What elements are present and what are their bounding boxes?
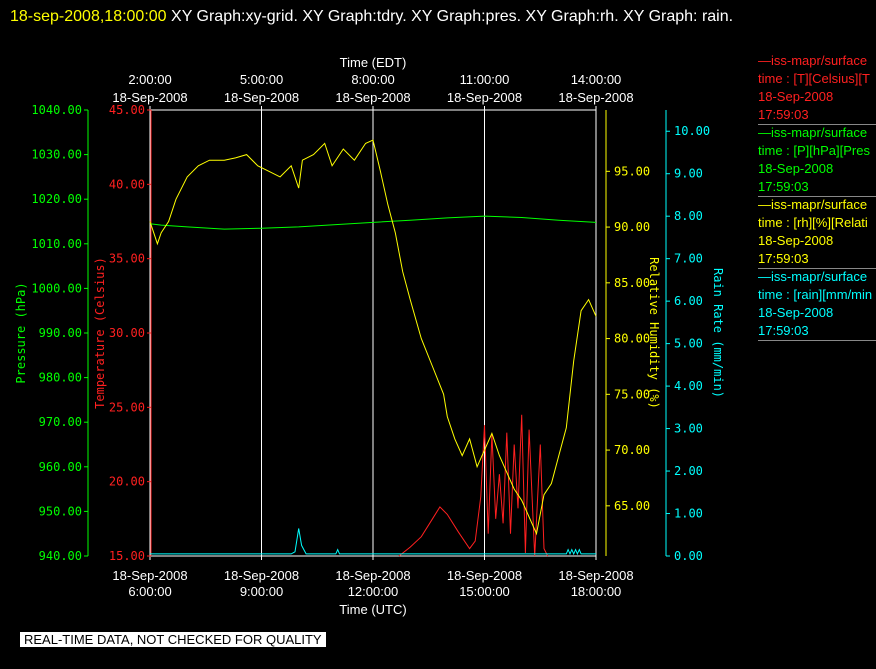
series-line-rh [149, 139, 597, 536]
bottom-tick-date-3: 18-Sep-2008 [447, 568, 522, 583]
legend-line: time : [T][Celsius][T [758, 71, 870, 86]
top-tick-time-2: 8:00:00 [351, 72, 394, 87]
temp-axis-title: Temperature (Celsius) [93, 257, 107, 409]
bottom-tick-date-0: 18-Sep-2008 [112, 568, 187, 583]
top-tick-time-0: 2:00:00 [128, 72, 171, 87]
legend-entry: —iss-mapr/surface time : [rain][mm/min 18-… [758, 268, 876, 341]
temp-tick-label-4: 35.00 [109, 252, 145, 266]
pres-tick-label-0: 940.00 [39, 549, 82, 563]
rh-tick-label-0: 65.00 [614, 499, 650, 513]
legend-line: 18-Sep-2008 [758, 89, 834, 104]
rain-tick-label-8: 8.00 [674, 209, 703, 223]
top-tick-date-3: 18-Sep-2008 [447, 90, 522, 105]
pres-tick-label-4: 980.00 [39, 371, 82, 385]
top-tick-time-1: 5:00:00 [240, 72, 283, 87]
rain-tick-label-5: 5.00 [674, 337, 703, 351]
legend-line: —iss-mapr/surface [758, 53, 868, 68]
top-tick-time-4: 14:00:00 [571, 72, 622, 87]
legend-line: 18-Sep-2008 [758, 233, 834, 248]
rain-tick-label-3: 3.00 [674, 422, 703, 436]
rh-tick-label-6: 95.00 [614, 164, 650, 178]
rh-tick-label-3: 80.00 [614, 332, 650, 346]
bottom-tick-date-2: 18-Sep-2008 [335, 568, 410, 583]
chart-header: 18-sep-2008,18:00:00 XY Graph:xy-grid. X… [10, 2, 872, 32]
bottom-tick-time-4: 18:00:00 [571, 584, 622, 599]
pres-tick-label-10: 1040.00 [31, 103, 82, 117]
legend-entry: —iss-mapr/surface time : [P][hPa][Pres 18-… [758, 124, 876, 197]
bottom-tick-time-1: 9:00:00 [240, 584, 283, 599]
rain-axis-title: Rain Rate (mm/min) [711, 268, 725, 398]
bottom-tick-date-1: 18-Sep-2008 [224, 568, 299, 583]
rain-tick-label-6: 6.00 [674, 294, 703, 308]
pres-tick-label-5: 990.00 [39, 326, 82, 340]
top-tick-time-3: 11:00:00 [460, 72, 510, 87]
rh-tick-label-2: 75.00 [614, 387, 650, 401]
rain-tick-label-9: 9.00 [674, 167, 703, 181]
rain-tick-label-0: 0.00 [674, 549, 703, 563]
pres-tick-label-6: 1000.00 [31, 281, 82, 295]
header-title: XY Graph:xy-grid. XY Graph:tdry. XY Grap… [166, 8, 734, 25]
legend-line: time : [P][hPa][Pres [758, 143, 870, 158]
rh-tick-label-1: 70.00 [614, 443, 650, 457]
legend-line: 17:59:03 [758, 250, 876, 269]
pres-tick-label-3: 970.00 [39, 415, 82, 429]
legend-entry: —iss-mapr/surface time : [rh][%][Relati 18… [758, 196, 876, 269]
temp-tick-label-1: 20.00 [109, 475, 145, 489]
pres-axis-title: Pressure (hPa) [14, 282, 28, 383]
top-tick-date-0: 18-Sep-2008 [112, 90, 187, 105]
pres-tick-label-2: 960.00 [39, 460, 82, 474]
temp-tick-label-6: 45.00 [109, 103, 145, 117]
rain-tick-label-4: 4.00 [674, 379, 703, 393]
rain-tick-label-10: 10.00 [674, 124, 710, 138]
legend-line: 17:59:03 [758, 178, 876, 197]
pres-tick-label-7: 1010.00 [31, 237, 82, 251]
bottom-tick-time-3: 15:00:00 [459, 584, 510, 599]
legend-line: —iss-mapr/surface [758, 197, 868, 212]
bottom-tick-time-2: 12:00:00 [348, 584, 399, 599]
legend-entry: —iss-mapr/surface time : [T][Celsius][T 18… [758, 52, 876, 125]
legend-line: —iss-mapr/surface [758, 269, 868, 284]
temp-tick-label-0: 15.00 [109, 549, 145, 563]
temp-tick-label-5: 40.00 [109, 177, 145, 191]
rain-tick-label-2: 2.00 [674, 464, 703, 478]
bottom-tick-time-0: 6:00:00 [128, 584, 171, 599]
quality-notice: REAL-TIME DATA, NOT CHECKED FOR QUALITY [20, 632, 326, 647]
header-timestamp: 18-sep-2008,18:00:00 [10, 8, 167, 25]
x-axis-label-top: Time (EDT) [340, 55, 407, 70]
series-line-pres [149, 215, 597, 230]
temp-tick-label-2: 25.00 [109, 400, 145, 414]
pres-tick-label-9: 1030.00 [31, 148, 82, 162]
legend-line: 18-Sep-2008 [758, 161, 834, 176]
temp-tick-label-3: 30.00 [109, 326, 145, 340]
series-line-temp [398, 414, 549, 557]
top-tick-date-4: 18-Sep-2008 [558, 90, 633, 105]
legend-line: 17:59:03 [758, 106, 876, 125]
rh-tick-label-5: 90.00 [614, 220, 650, 234]
legend-line: —iss-mapr/surface [758, 125, 868, 140]
pres-tick-label-1: 950.00 [39, 504, 82, 518]
rain-tick-label-1: 1.00 [674, 507, 703, 521]
x-axis-label-bottom: Time (UTC) [339, 602, 406, 617]
legend-line: time : [rh][%][Relati [758, 215, 868, 230]
bottom-tick-date-4: 18-Sep-2008 [558, 568, 633, 583]
rain-tick-label-7: 7.00 [674, 252, 703, 266]
rh-axis-title: Relative Humidity (%) [647, 257, 661, 409]
series-line-rain [150, 528, 596, 556]
top-tick-date-1: 18-Sep-2008 [224, 90, 299, 105]
legend-line: 18-Sep-2008 [758, 305, 834, 320]
legend-line: 17:59:03 [758, 322, 876, 341]
pres-tick-label-8: 1020.00 [31, 192, 82, 206]
rh-tick-label-4: 85.00 [614, 276, 650, 290]
legend-line: time : [rain][mm/min [758, 287, 873, 302]
top-tick-date-2: 18-Sep-2008 [335, 90, 410, 105]
